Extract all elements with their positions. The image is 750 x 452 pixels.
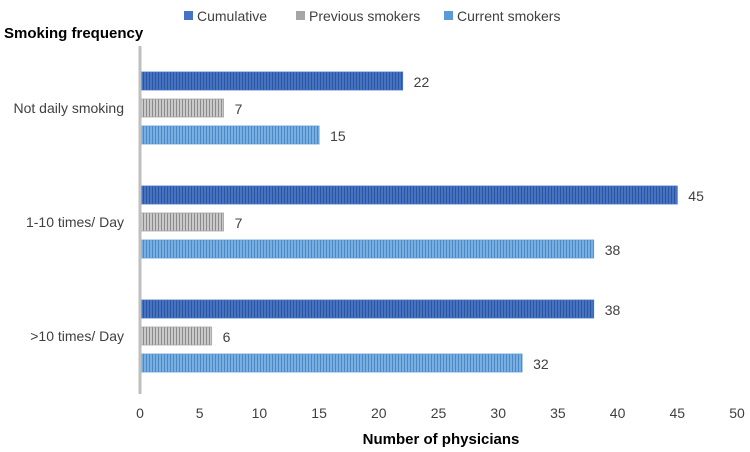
legend-label-cumulative: Cumulative [197,8,267,24]
value-label-cumulative-2: 45 [688,188,704,204]
x-tick-label-20: 20 [371,405,387,421]
legend-label-previous-smokers: Previous smokers [309,8,420,24]
x-tick-label-50: 50 [729,405,745,421]
bars [139,71,678,373]
value-label-current-smokers-3: 32 [533,356,549,372]
value-label-current-smokers-2: 38 [605,242,621,258]
legend-swatch-current-smokers [444,11,453,20]
x-axis-title: Number of physicians [363,431,520,448]
value-label-cumulative-1: 22 [414,74,430,90]
bar-cumulative-3 [139,299,595,319]
x-tick-label-25: 25 [431,405,447,421]
value-label-previous-smokers-2: 7 [235,215,243,231]
bar-current-smokers-1 [139,125,320,145]
x-tick-label-10: 10 [252,405,268,421]
category-label-2: 1-10 times/ Day [26,214,124,230]
x-tick-label-35: 35 [550,405,566,421]
value-label-cumulative-3: 38 [605,302,621,318]
legend-label-current-smokers: Current smokers [457,8,560,24]
value-label-previous-smokers-1: 7 [235,101,243,117]
x-axis-tick-labels: 0 5 10 15 20 25 30 35 40 45 50 [136,405,745,421]
bar-current-smokers-3 [139,353,523,373]
value-label-current-smokers-1: 15 [330,128,346,144]
category-labels: Not daily smoking 1-10 times/ Day >10 time… [14,100,125,344]
x-tick-label-5: 5 [196,405,204,421]
bar-cumulative-1 [139,71,404,91]
legend-swatch-previous-smokers [296,11,305,20]
bar-previous-smokers-2 [139,212,224,232]
y-axis-title: Smoking frequency [4,25,144,42]
x-tick-label-30: 30 [490,405,506,421]
x-tick-label-0: 0 [136,405,144,421]
category-label-3: >10 times/ Day [30,328,124,344]
bar-current-smokers-2 [139,239,595,259]
category-label-1: Not daily smoking [14,100,125,116]
legend-swatch-cumulative [184,11,193,20]
legend: Cumulative Previous smokers Current smoker… [184,8,560,24]
x-tick-label-15: 15 [311,405,327,421]
bar-previous-smokers-1 [139,98,224,118]
bar-previous-smokers-3 [139,326,213,346]
value-labels: 22 7 15 45 7 38 38 6 32 [223,74,704,372]
value-label-previous-smokers-3: 6 [223,329,231,345]
bar-cumulative-2 [139,185,678,205]
x-tick-label-45: 45 [670,405,686,421]
x-tick-label-40: 40 [610,405,626,421]
